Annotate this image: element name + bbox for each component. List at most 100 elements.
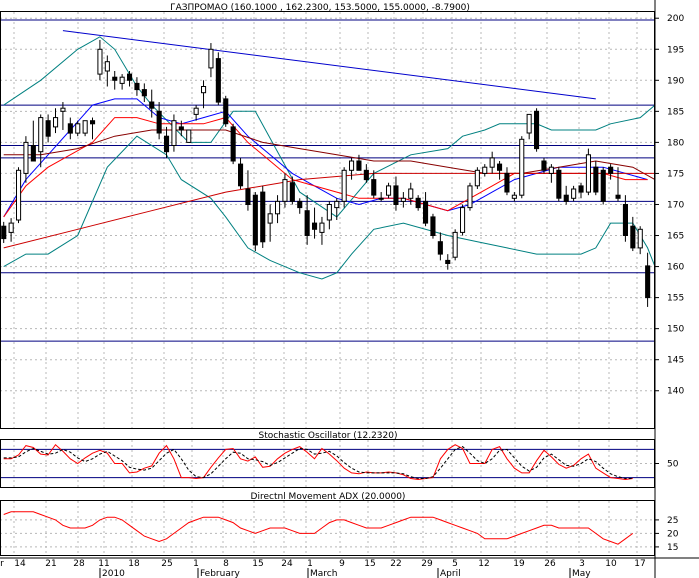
price-panel: 140145150155160165170175180185190195200 … — [0, 3, 684, 428]
x-day-label: 26 — [544, 559, 556, 569]
x-day-label: 21 — [45, 559, 56, 569]
price-candles — [1, 39, 651, 307]
stochastic-grid — [0, 440, 655, 487]
candle-body — [408, 188, 414, 199]
overlay-line — [3, 129, 656, 181]
candle-body — [8, 222, 14, 233]
price-trend-line — [62, 30, 596, 100]
y-tick-label: 160 — [667, 263, 684, 273]
candle-body — [341, 169, 347, 202]
candle-body — [600, 169, 606, 202]
candle-body — [630, 225, 636, 249]
stochastic-panel: 50 Stochastic Oscillator (12.2320) — [0, 431, 679, 487]
candle-body — [334, 200, 340, 209]
candle-body — [67, 123, 73, 134]
candle-body — [45, 120, 51, 137]
candle-body — [578, 185, 584, 193]
candle-body — [645, 265, 651, 299]
candle-body — [119, 76, 125, 84]
candle-body — [386, 185, 392, 196]
x-month-label: April — [440, 569, 461, 578]
candle-body — [319, 222, 325, 233]
candle-body — [534, 110, 540, 150]
candle-body — [252, 194, 258, 246]
x-day-label: 24 — [281, 559, 293, 569]
candle-body — [104, 61, 110, 72]
candle-body — [504, 172, 510, 193]
candle-body — [637, 228, 643, 249]
candle-body — [393, 185, 399, 205]
candle-body — [312, 222, 318, 230]
overlay-line — [3, 36, 656, 218]
candle-body — [615, 194, 621, 199]
y-tick-label: 20 — [667, 529, 679, 539]
candle-body — [38, 117, 44, 153]
candle-body — [571, 188, 577, 199]
x-day-label: 28 — [73, 559, 85, 569]
overlay-line — [3, 135, 656, 280]
candle-body — [223, 98, 229, 125]
candle-body — [82, 120, 88, 134]
x-day-label: 25 — [161, 559, 172, 569]
candle-body — [437, 241, 443, 255]
price-panel-title: ГАЗПРОМАО (160.1000 , 162.2300, 153.5000… — [170, 3, 470, 13]
candle-body — [349, 160, 355, 171]
adx-series-line — [3, 511, 634, 545]
candle-body — [460, 207, 466, 233]
candle-body — [134, 82, 140, 91]
stochastic-panel-title: Stochastic Oscillator (12.2320) — [258, 431, 397, 441]
candle-body — [75, 123, 81, 134]
y-tick-label: 150 — [667, 325, 684, 335]
candle-body — [593, 166, 599, 193]
y-tick-label: 140 — [667, 387, 684, 397]
x-day-label: 22 — [390, 559, 401, 569]
y-tick-label: 195 — [667, 45, 684, 55]
candle-body — [378, 197, 384, 200]
x-day-label: 1 — [193, 559, 199, 569]
x-day-label: 11 — [98, 559, 109, 569]
adx-panel-title: Directnl Movement ADX (20.0000) — [251, 492, 406, 502]
y-tick-label: 170 — [667, 200, 684, 210]
candle-body — [556, 169, 562, 199]
candle-body — [497, 163, 503, 171]
candle-body — [230, 126, 236, 162]
candle-body — [141, 89, 147, 97]
candle-body — [53, 117, 59, 128]
y-tick-label: 180 — [667, 138, 684, 148]
candle-body — [171, 120, 177, 146]
candle-body — [608, 166, 614, 174]
candle-body — [245, 188, 251, 205]
candle-body — [97, 48, 103, 75]
candle-body — [60, 107, 66, 112]
x-day-label: 12 — [478, 559, 489, 569]
x-day-label: 10 — [605, 559, 617, 569]
candle-body — [511, 194, 517, 199]
adx-panel: 15 20 25 Directnl Movement ADX (20.0000) — [0, 492, 679, 555]
x-month-label: May — [572, 569, 591, 578]
candle-body — [112, 76, 118, 81]
candle-body — [127, 73, 133, 81]
candle-body — [267, 213, 273, 224]
candle-body — [541, 160, 547, 171]
price-y-axis: 140 145 150 155 160 165 170 175 180 185 190 195 200 — [655, 14, 684, 397]
candle-body — [563, 194, 569, 202]
x-day-label: 15 — [252, 559, 263, 569]
price-indicator-overlays — [3, 36, 656, 280]
candle-body — [548, 166, 554, 174]
candle-body — [430, 216, 436, 236]
candle-body — [585, 154, 592, 193]
resistance-trend-line — [62, 30, 596, 100]
candle-body — [282, 179, 288, 202]
x-day-label: 17 — [634, 559, 645, 569]
x-day-label: 8 — [223, 559, 229, 569]
price-horizontal-levels — [0, 19, 655, 342]
candle-body — [149, 101, 155, 109]
candle-body — [156, 110, 162, 134]
x-day-label: r — [0, 559, 4, 569]
date-x-axis: r 14 21 28 11 18 25 1 8 15 24 1 9 15 22 29 5 12 19 26 3 10 172… — [0, 557, 699, 578]
y-tick-label: 200 — [667, 14, 684, 24]
x-day-label: 15 — [364, 559, 375, 569]
candle-body — [467, 185, 473, 209]
